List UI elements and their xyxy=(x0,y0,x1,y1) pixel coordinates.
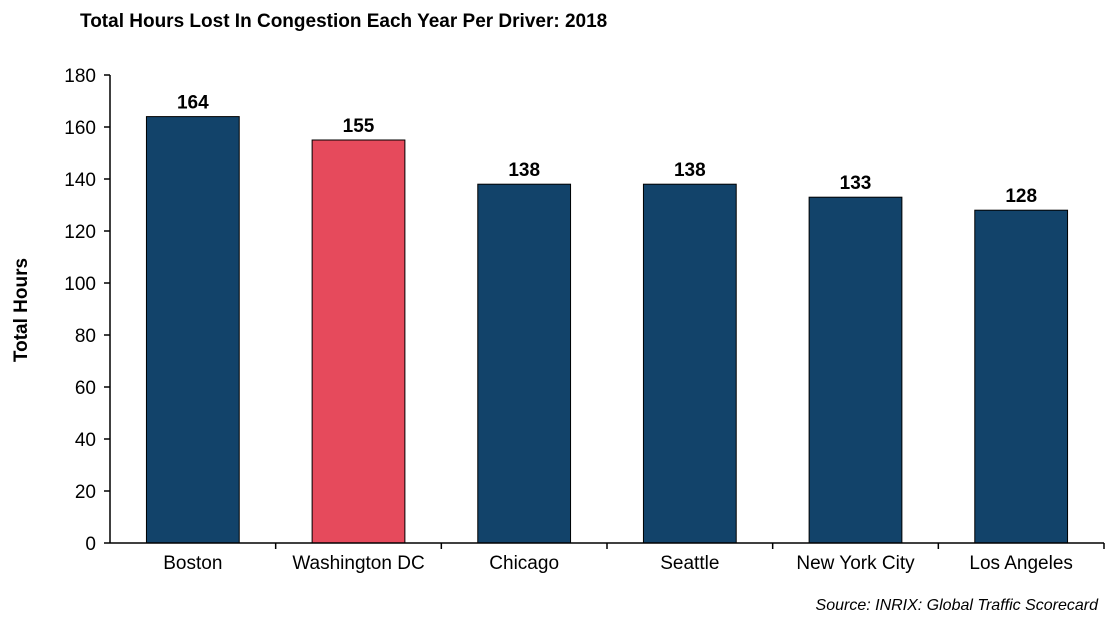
value-label: 128 xyxy=(1005,186,1037,207)
value-label: 164 xyxy=(177,93,209,114)
value-label: 155 xyxy=(343,116,375,137)
value-label: 138 xyxy=(674,160,706,181)
bar-los-angeles xyxy=(974,209,1069,544)
chart-title: Total Hours Lost In Congestion Each Year… xyxy=(80,11,607,32)
x-tick-label: Boston xyxy=(163,553,222,574)
source-note: Source: INRIX: Global Traffic Scorecard xyxy=(816,597,1100,614)
bar-washington-dc xyxy=(311,139,406,544)
value-label: 138 xyxy=(508,160,540,181)
bar-new-york-city xyxy=(808,196,903,544)
y-tick-label: 100 xyxy=(64,274,96,295)
y-tick-label: 120 xyxy=(64,222,96,243)
bar-chicago xyxy=(477,183,572,544)
x-tick-label: Los Angeles xyxy=(969,553,1073,574)
y-tick-label: 60 xyxy=(75,378,96,399)
bars xyxy=(145,116,1069,544)
x-tick-label: New York City xyxy=(796,553,915,574)
x-tick-label: Chicago xyxy=(489,553,559,574)
y-tick-label: 80 xyxy=(75,326,96,347)
value-label: 133 xyxy=(840,173,872,194)
x-tick-label: Washington DC xyxy=(292,553,424,574)
x-tick-label: Seattle xyxy=(660,553,719,574)
y-tick-label: 140 xyxy=(64,170,96,191)
bar-boston xyxy=(145,116,240,544)
y-axis-label: Total Hours xyxy=(11,258,32,362)
y-tick-label: 160 xyxy=(64,118,96,139)
bar-seattle xyxy=(642,183,737,544)
y-tick-label: 40 xyxy=(75,430,96,451)
x-axis-ticks: Boston Washington DC Chicago Seattle New Yor… xyxy=(163,543,1105,574)
value-labels: 164 155 138 138 133 128 xyxy=(177,93,1037,208)
y-tick-label: 0 xyxy=(85,534,96,555)
y-tick-label: 180 xyxy=(64,66,96,87)
y-axis-ticks: 0 20 40 60 80 100 120 140 160 180 xyxy=(64,66,110,555)
y-tick-label: 20 xyxy=(75,482,96,503)
